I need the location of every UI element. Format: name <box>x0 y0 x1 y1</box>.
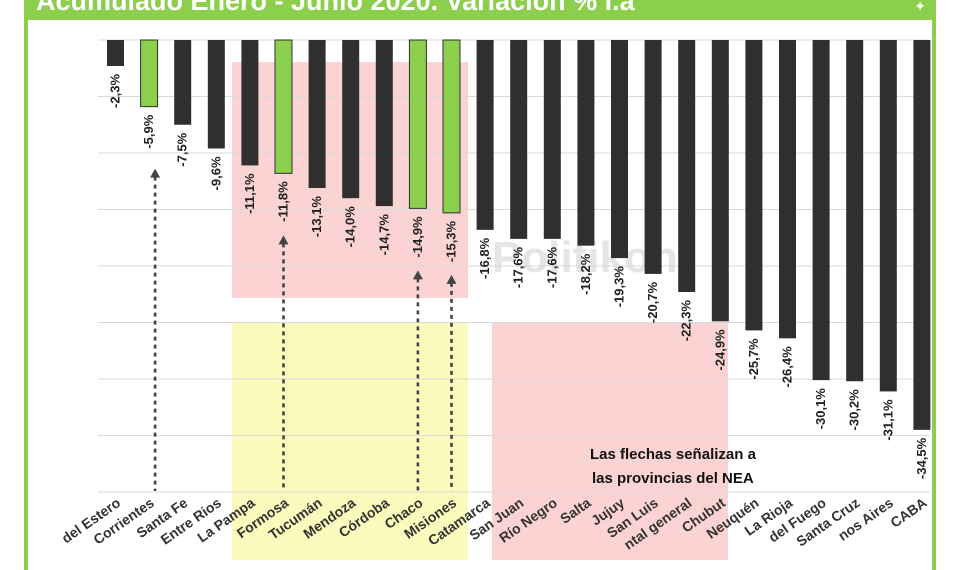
value-label-corrientes: -5,9% <box>141 114 156 148</box>
value-label-formosa: -11,8% <box>276 181 291 222</box>
note-line-2: las provincias del NEA <box>592 470 754 487</box>
value-label-ntal-general: -22,3% <box>679 300 694 342</box>
bar-mendoza <box>342 40 360 199</box>
bar-nos-aires <box>879 40 897 392</box>
bar-neuquen <box>745 40 763 331</box>
arrowhead-misiones <box>446 274 457 284</box>
highlight-region-nea <box>232 322 468 560</box>
bar-del-estero <box>107 40 124 66</box>
value-label-neuquen: -25,7% <box>746 338 761 380</box>
bar-cordoba <box>375 40 393 207</box>
bar-san-juan <box>510 40 528 239</box>
value-label-rio-negro: -17,6% <box>544 246 559 288</box>
value-label-caba: -34,5% <box>914 437 929 479</box>
bar-caba <box>913 40 931 430</box>
value-label-jujuy: -19,3% <box>612 266 627 308</box>
bar-santa-fe <box>174 40 192 125</box>
value-label-catamarca: -16,8% <box>477 237 492 279</box>
arrowhead-chaco <box>412 270 423 280</box>
bar-corrientes <box>140 39 159 108</box>
chart-title: Acumulado Enero - Junio 2020. Variación … <box>36 0 635 16</box>
category-label-caba: CABA <box>887 494 929 530</box>
bar-rio-negro <box>543 40 561 239</box>
value-label-entre-rios: -9,6% <box>208 156 223 190</box>
value-label-santa-fe: -7,5% <box>175 132 190 166</box>
bar-misiones <box>442 39 461 214</box>
bar-chaco <box>408 39 427 209</box>
bar-catamarca <box>476 40 494 230</box>
bar-ntal-general <box>678 40 696 292</box>
value-label-la-rioja: -26,4% <box>780 346 795 388</box>
highlight-region-bottom <box>492 322 728 560</box>
value-label-mendoza: -14,0% <box>343 206 358 248</box>
value-label-cordoba: -14,7% <box>376 214 391 256</box>
frame-border-right <box>932 0 936 570</box>
value-label-chaco: -14,9% <box>410 216 425 258</box>
value-label-del-estero: -2,3% <box>108 74 123 108</box>
arrowhead-corrientes <box>150 168 161 178</box>
bar-salta <box>577 40 595 246</box>
bar-santa-cruz <box>846 40 864 382</box>
value-label-nos-aires: -31,1% <box>880 399 895 441</box>
value-label-misiones: -15,3% <box>444 220 459 262</box>
note-line-1: Las flechas señalizan a <box>590 446 757 463</box>
value-label-chubut: -24,9% <box>712 329 727 371</box>
arrowhead-formosa <box>278 235 289 245</box>
frame-border-left <box>24 0 28 570</box>
value-label-san-juan: -17,6% <box>511 246 526 288</box>
bar-la-rioja <box>779 40 796 339</box>
bar-la-pampa <box>241 40 259 166</box>
value-label-salta: -18,2% <box>578 253 593 295</box>
value-label-santa-cruz: -30,2% <box>847 389 862 431</box>
map-icon: ✦ <box>914 0 926 14</box>
value-label-la-pampa: -11,1% <box>242 173 257 214</box>
value-label-del-fuego: -30,1% <box>813 388 828 430</box>
bar-san-luis <box>644 40 662 274</box>
chart-header: Acumulado Enero - Junio 2020. Variación … <box>24 0 936 20</box>
value-label-san-luis: -20,7% <box>645 281 660 323</box>
bar-del-fuego <box>812 40 830 381</box>
value-label-tucuman: -13,1% <box>309 196 324 238</box>
bar-tucuman <box>308 40 326 189</box>
bar-entre-rios <box>207 40 225 149</box>
bar-jujuy <box>611 40 628 259</box>
bar-chubut <box>711 40 729 322</box>
bar-formosa <box>274 39 293 174</box>
